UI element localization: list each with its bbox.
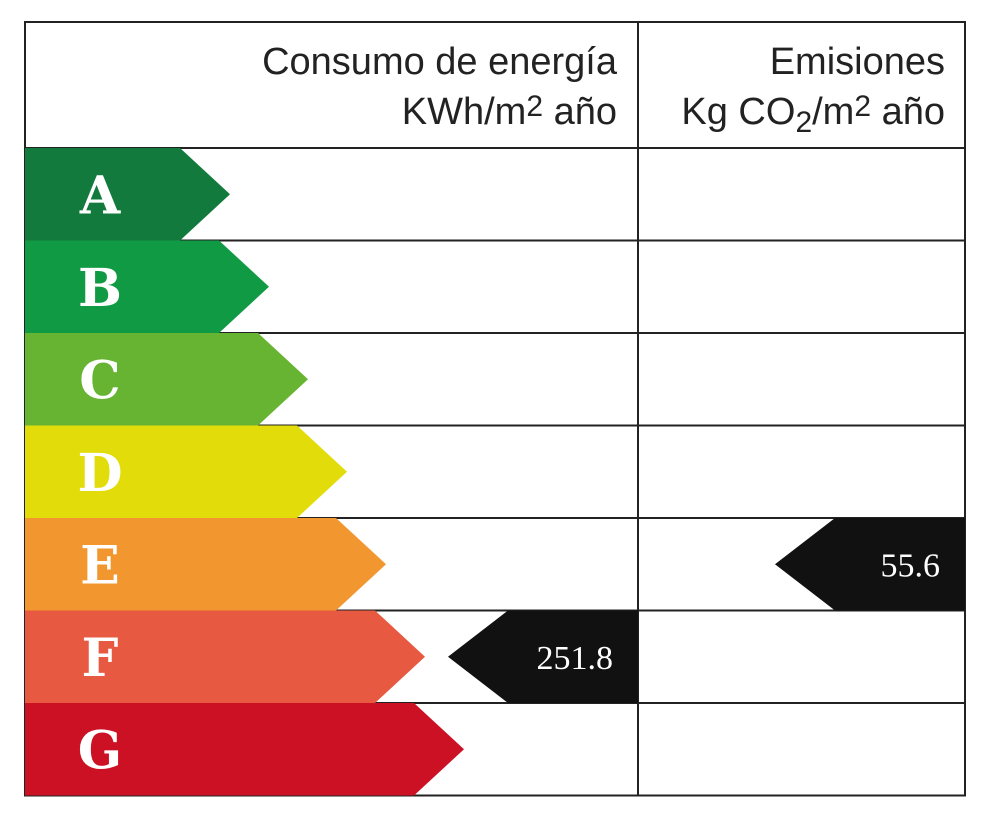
grade-letter-b: B <box>78 258 122 319</box>
emissions-unit-suffix: año <box>871 91 945 133</box>
consumption-value: 251.8 <box>537 640 614 677</box>
consumption-unit: KWh/m2 año <box>402 90 617 133</box>
emissions-unit: Kg CO2/m2 año <box>681 90 945 139</box>
grade-arrow-f <box>25 610 425 703</box>
grade-letter-e: E <box>80 535 120 596</box>
grade-arrow-d <box>25 425 347 518</box>
grade-letter-c: C <box>79 350 120 411</box>
emissions-unit-mid: /m <box>812 91 854 133</box>
grade-arrow-g <box>25 703 464 796</box>
grade-letter-f: F <box>82 628 119 689</box>
consumption-title: Consumo de energía <box>262 41 618 83</box>
emissions-value: 55.6 <box>881 547 941 584</box>
consumption-unit-prefix: KWh/m <box>402 91 527 133</box>
emissions-unit-sub: 2 <box>795 106 812 139</box>
grade-arrow-e <box>25 518 386 611</box>
grade-letter-g: G <box>78 720 122 781</box>
grade-letter-a: A <box>79 165 121 226</box>
grade-letter-d: D <box>77 443 122 504</box>
emissions-title: Emisiones <box>770 41 945 83</box>
consumption-unit-sup: 2 <box>526 90 543 123</box>
grade-arrow-c <box>25 333 308 426</box>
emissions-indicator <box>775 518 965 611</box>
consumption-unit-suffix: año <box>543 91 617 133</box>
consumption-indicator <box>448 610 638 703</box>
grade-arrow-b <box>25 240 269 333</box>
emissions-unit-prefix: Kg CO <box>681 91 795 133</box>
indicators: 251.8 55.6 <box>448 518 965 703</box>
grade-arrow-a <box>25 148 230 241</box>
emissions-unit-sup: 2 <box>854 90 871 123</box>
